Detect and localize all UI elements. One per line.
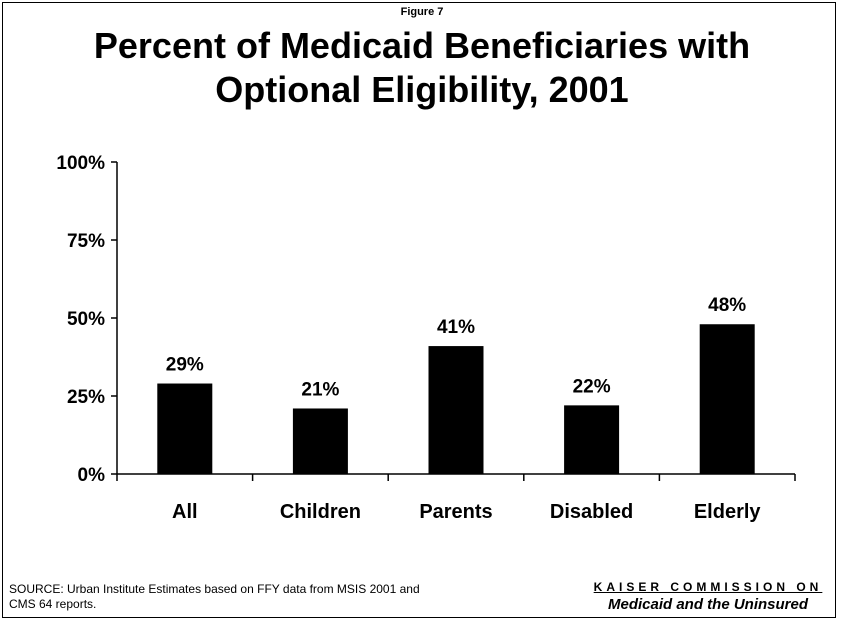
figure-frame [2,2,836,618]
x-category-label: Parents [419,501,492,523]
chart-title: Percent of Medicaid Beneficiaries with O… [0,24,844,112]
x-category-label: Children [280,501,361,523]
bar-value-label: 48% [708,295,746,316]
x-category-label: Elderly [694,501,762,523]
x-category-label: All [172,501,198,523]
y-tick-label: 50% [67,309,105,330]
x-category-label: Disabled [550,501,633,523]
y-tick-label: 25% [67,387,105,408]
bar-children [292,408,348,474]
bar-value-label: 21% [301,379,339,400]
chart-title-line2: Optional Eligibility, 2001 [215,69,629,110]
bar-all [157,383,213,474]
bar-value-label: 22% [573,376,611,397]
brand-bottom-text: Medicaid and the Uninsured [607,596,809,613]
brand-top-text: KAISER COMMISSION ON [593,580,823,594]
kaiser-logo: KAISER COMMISSION ON Medicaid and the Un… [588,580,828,613]
y-tick-label: 100% [56,153,105,174]
source-line1: SOURCE: Urban Institute Estimates based … [9,582,420,596]
figure-label: Figure 7 [400,6,444,18]
bar-elderly [699,324,755,474]
bar-disabled [564,405,620,474]
bar-value-label: 41% [437,317,475,338]
source-line2: CMS 64 reports. [9,597,97,611]
chart-title-line1: Percent of Medicaid Beneficiaries with [93,25,751,66]
y-tick-label: 0% [78,465,106,486]
bar-value-label: 29% [166,355,204,376]
source-note: SOURCE: Urban Institute Estimates based … [9,582,489,612]
bar-parents [428,346,484,474]
y-tick-label: 75% [67,231,105,252]
